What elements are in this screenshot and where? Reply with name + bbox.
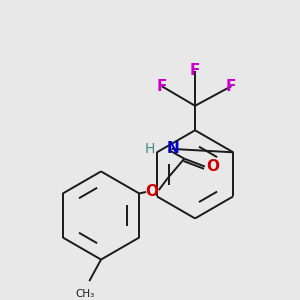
- Text: F: F: [226, 79, 236, 94]
- Text: H: H: [145, 142, 155, 156]
- Text: F: F: [157, 79, 167, 94]
- Text: O: O: [146, 184, 158, 200]
- Text: O: O: [206, 159, 219, 174]
- Text: F: F: [190, 63, 200, 78]
- Text: N: N: [167, 141, 179, 156]
- Text: CH₃: CH₃: [76, 289, 95, 299]
